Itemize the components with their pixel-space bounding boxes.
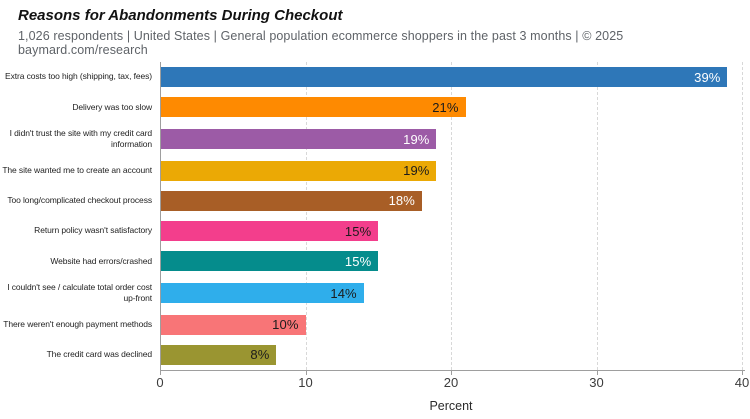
chart-rows: Extra costs too high (shipping, tax, fee…	[0, 62, 742, 370]
category-label: I didn't trust the site with my credit c…	[9, 127, 152, 150]
gridline	[451, 62, 452, 370]
category-label: The site wanted me to create an account	[2, 164, 152, 175]
bar-track: 19%	[160, 129, 742, 150]
chart-title: Reasons for Abandonments During Checkout	[18, 7, 343, 24]
x-axis: 0 10 20 30 40	[156, 375, 749, 391]
x-tick-label: 0	[156, 375, 164, 390]
category-label: I couldn't see / calculate total order c…	[7, 281, 152, 304]
x-tick-mark	[596, 371, 598, 375]
bar-track: 21%	[160, 97, 742, 118]
bar-track: 15%	[160, 221, 742, 242]
category-label: Extra costs too high (shipping, tax, fee…	[5, 71, 152, 82]
value-label: 8%	[250, 347, 270, 363]
bar-track: 10%	[160, 314, 742, 335]
value-label: 18%	[388, 193, 415, 209]
value-label: 19%	[403, 131, 430, 147]
bar: 18%	[160, 190, 422, 211]
x-tick-label: 40	[734, 375, 750, 390]
value-label: 14%	[330, 285, 357, 301]
bar: 15%	[160, 251, 379, 272]
gridline	[305, 62, 307, 370]
category-label: The credit card was declined	[46, 349, 153, 360]
chart-row: The site wanted me to create an account 1…	[0, 156, 742, 186]
plot-area: Extra costs too high (shipping, tax, fee…	[0, 62, 750, 375]
chart-row: There weren't enough payment methods 10%	[0, 310, 742, 340]
x-tick-mark	[305, 371, 307, 375]
value-label: 39%	[694, 69, 721, 85]
x-tick-marks	[160, 371, 743, 375]
bar: 21%	[160, 97, 466, 118]
gridline	[742, 62, 743, 370]
x-tick-label: 30	[589, 375, 604, 390]
bar: 8%	[160, 344, 277, 365]
bar-track: 15%	[160, 251, 742, 272]
x-axis-title: Percent	[429, 399, 473, 413]
bar-track: 18%	[160, 190, 742, 211]
x-tick-label: 10	[298, 375, 313, 390]
chart-row: Extra costs too high (shipping, tax, fee…	[0, 62, 742, 92]
chart-subtitle: 1,026 respondents | United States | Gene…	[18, 29, 624, 57]
bar-track: 19%	[160, 160, 742, 181]
gridline	[596, 62, 598, 370]
chart-row: I didn't trust the site with my credit c…	[0, 122, 742, 155]
bar-track: 8%	[160, 344, 742, 365]
category-label: Return policy wasn't satisfactory	[34, 225, 152, 236]
value-label: 15%	[344, 223, 372, 239]
value-label: 10%	[272, 317, 299, 333]
x-tick-mark	[160, 371, 161, 375]
gridlines	[160, 62, 743, 370]
bar: 15%	[160, 221, 379, 242]
x-tick-mark	[742, 371, 743, 375]
chart-row: The credit card was declined 8%	[0, 340, 742, 370]
bar: 10%	[160, 314, 306, 335]
y-axis-line	[160, 62, 161, 370]
chart-row: Return policy wasn't satisfactory 15%	[0, 216, 742, 246]
chart-row: I couldn't see / calculate total order c…	[0, 276, 742, 309]
chart-row: Website had errors/crashed 15%	[0, 246, 742, 276]
x-tick-mark	[451, 371, 452, 375]
x-axis-line	[160, 370, 745, 371]
category-label: There weren't enough payment methods	[3, 319, 152, 329]
bar: 14%	[160, 283, 364, 304]
value-label: 15%	[344, 253, 372, 269]
category-label: Too long/complicated checkout process	[7, 195, 152, 206]
bar: 39%	[160, 67, 728, 88]
bar: 19%	[160, 160, 437, 181]
category-label: Delivery was too slow	[72, 101, 152, 112]
x-tick-label: 20	[443, 375, 459, 390]
bar-track: 39%	[160, 67, 742, 88]
chart-row: Too long/complicated checkout process 18%	[0, 186, 742, 216]
bar-track: 14%	[160, 283, 742, 304]
value-label: 21%	[432, 99, 459, 115]
category-label: Website had errors/crashed	[50, 255, 152, 266]
bar: 19%	[160, 129, 437, 150]
value-label: 19%	[403, 163, 430, 179]
chart-row: Delivery was too slow 21%	[0, 92, 742, 122]
